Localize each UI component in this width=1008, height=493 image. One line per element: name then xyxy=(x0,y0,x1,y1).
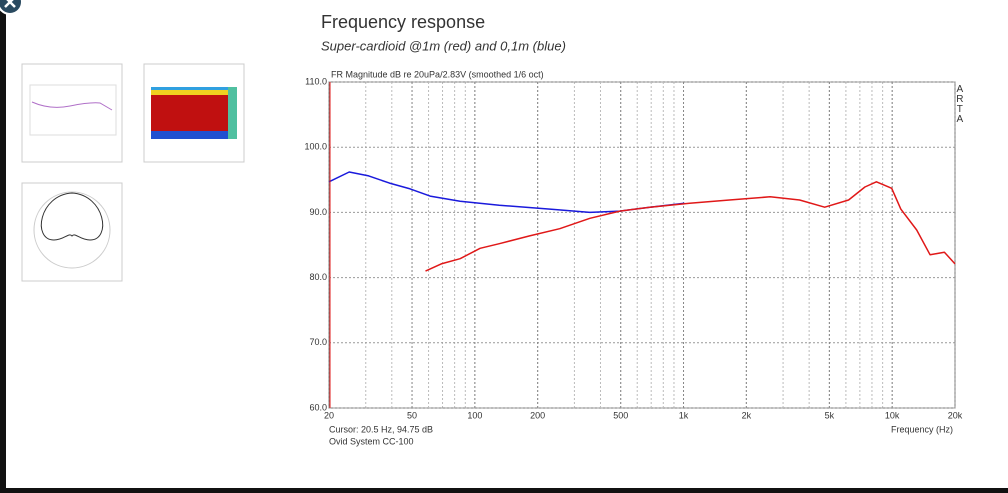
x-tick-label: 20 xyxy=(324,410,334,420)
x-tick-label: 500 xyxy=(613,410,628,420)
chart-title: FR Magnitude dB re 20uPa/2.83V (smoothed… xyxy=(331,69,544,79)
close-button[interactable] xyxy=(0,0,23,15)
thumbnail-frame xyxy=(21,63,123,163)
page-title: Frequency response xyxy=(321,12,485,32)
x-tick-label: 50 xyxy=(407,410,417,420)
thumbnail-heatmap xyxy=(151,87,237,139)
page-subtitle: Super-cardioid @1m (red) and 0,1m (blue) xyxy=(321,38,566,53)
thumbnail-heatmap xyxy=(228,87,237,139)
x-tick-label: 10k xyxy=(885,410,900,420)
y-tick-label: 60.0 xyxy=(309,402,327,412)
thumbnail-line xyxy=(31,101,113,111)
plot-area xyxy=(328,81,956,409)
x-tick-label: 2k xyxy=(742,410,752,420)
close-icon xyxy=(4,0,16,8)
y-tick-label: 80.0 xyxy=(309,272,327,282)
series-line xyxy=(425,181,956,272)
x-tick-label: 1k xyxy=(679,410,689,420)
y-tick-label: 70.0 xyxy=(309,337,327,347)
thumbnail[interactable] xyxy=(143,63,245,163)
thumbnail-frame xyxy=(21,182,123,282)
x-tick-label: 200 xyxy=(530,410,545,420)
thumbnail-heatmap xyxy=(151,131,237,139)
thumbnail[interactable] xyxy=(21,182,123,282)
x-tick-label: 20k xyxy=(948,410,963,420)
thumbnail-polar xyxy=(33,191,111,269)
x-axis-label: Frequency (Hz) xyxy=(891,424,953,434)
footnote: Ovid System CC-100 xyxy=(329,436,414,446)
thumbnail-polar-line xyxy=(40,192,104,241)
x-tick-label: 5k xyxy=(825,410,835,420)
y-tick-label: 90.0 xyxy=(309,207,327,217)
y-tick-label: 110.0 xyxy=(305,76,327,86)
y-tick-label: 100.0 xyxy=(304,142,327,152)
cursor-readout: Cursor: 20.5 Hz, 94.75 dB xyxy=(329,424,433,434)
thumbnail-heatmap xyxy=(151,87,237,90)
watermark: ARTA xyxy=(954,84,965,124)
bottom-edge xyxy=(0,488,1008,493)
thumbnail[interactable] xyxy=(21,63,123,163)
x-tick-label: 100 xyxy=(467,410,482,420)
thumbnail-plot xyxy=(29,84,117,136)
thumbnail-heatmap xyxy=(151,87,237,95)
left-edge xyxy=(0,0,6,493)
